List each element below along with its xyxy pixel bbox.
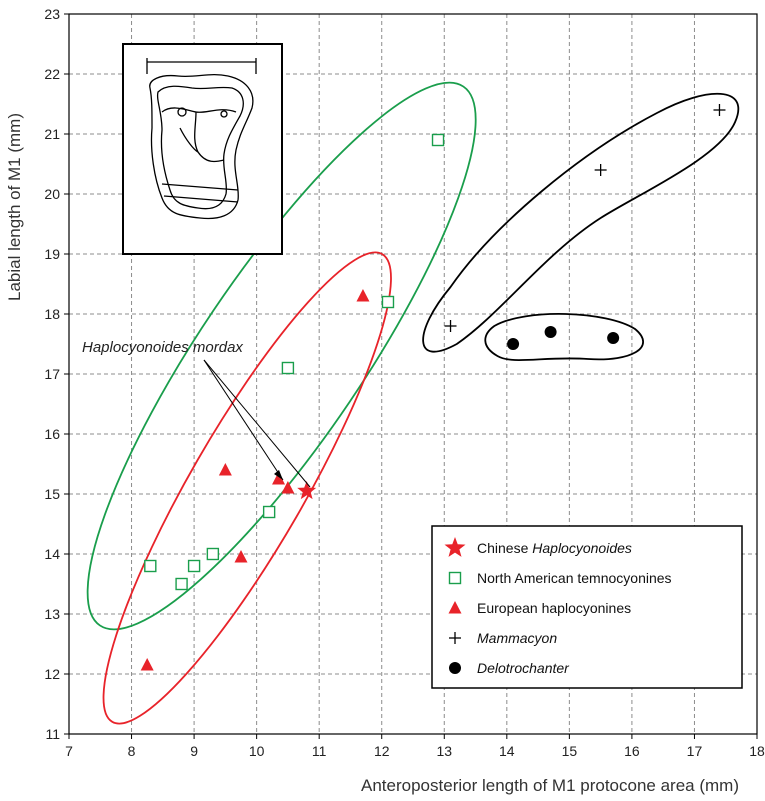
x-tick-label: 9: [190, 743, 198, 759]
x-tick-label: 17: [687, 743, 703, 759]
y-tick-label: 18: [44, 306, 60, 322]
mammacyon-enclosure: [422, 92, 740, 353]
data-point: [175, 577, 188, 591]
y-tick-label: 14: [44, 546, 60, 562]
data-point: [444, 320, 457, 332]
data-point: [281, 361, 295, 375]
chart-legend: Chinese Haplocyonoides North American tem…: [431, 525, 743, 689]
data-point: [381, 295, 395, 309]
y-tick-label: 12: [44, 666, 60, 682]
y-tick-label: 19: [44, 246, 60, 262]
legend-marker-4: [449, 662, 461, 674]
data-point: [272, 472, 286, 485]
tooth-inset-drawing: [122, 43, 283, 255]
data-point: [262, 505, 276, 519]
legend-label: Delotrochanter: [477, 660, 570, 676]
legend-label: European haplocyonines: [477, 600, 631, 616]
data-point: [356, 289, 370, 302]
legend-label: North American temnocyonines: [477, 570, 672, 586]
y-tick-label: 23: [44, 6, 60, 22]
data-point: [206, 547, 220, 561]
x-tick-label: 15: [562, 743, 578, 759]
legend-marker-3: [449, 632, 461, 644]
y-tick-label: 21: [44, 126, 60, 142]
x-tick-label: 8: [128, 743, 136, 759]
data-point: [713, 104, 726, 116]
data-point: [507, 338, 520, 350]
molar-outline-icon: [146, 58, 257, 220]
x-tick-label: 12: [374, 743, 390, 759]
delotrochanter-enclosure: [484, 313, 644, 361]
x-tick-label: 10: [249, 743, 265, 759]
data-point: [187, 559, 201, 573]
x-tick-label: 7: [65, 743, 73, 759]
x-tick-label: 14: [499, 743, 515, 759]
north-american-enclosure: [86, 81, 477, 631]
axis-tick-labels: 7 8 9 10 11 12 13 14 15 16 17 18 11 12 13 14 15 16 17 18 19 2…: [44, 6, 765, 759]
european-enclosure: [102, 251, 392, 725]
y-tick-label: 11: [45, 726, 60, 742]
annotation-arrow-1: [203, 359, 284, 481]
y-tick-label: 20: [44, 186, 60, 202]
x-axis-title: Anteroposterior length of M1 protocone a…: [361, 776, 739, 795]
inset-frame: [122, 43, 283, 255]
annotation-arrow-2: [203, 359, 311, 488]
data-point: [431, 133, 445, 147]
y-tick-label: 16: [44, 426, 60, 442]
group-enclosures: [86, 81, 740, 725]
x-tick-label: 16: [624, 743, 640, 759]
x-tick-label: 13: [436, 743, 452, 759]
data-point: [297, 481, 317, 500]
data-point: [234, 550, 248, 563]
data-point: [544, 326, 557, 338]
annotation-label: Haplocyonoides mordax: [82, 339, 243, 356]
x-tick-label: 18: [749, 743, 765, 759]
y-tick-label: 22: [44, 66, 60, 82]
y-tick-label: 13: [44, 606, 60, 622]
legend-box: [431, 525, 743, 689]
data-point: [140, 658, 154, 671]
legend-marker-0: [444, 537, 466, 557]
data-point: [218, 463, 232, 476]
data-points: [140, 104, 726, 671]
y-tick-label: 15: [44, 486, 60, 502]
data-point: [607, 332, 620, 344]
data-point: [594, 164, 607, 176]
annotation-arrowhead-1: [274, 470, 283, 480]
data-point: [144, 559, 157, 573]
legend-marker-2: [448, 601, 462, 614]
y-axis-title: Labial length of M1 (mm): [5, 113, 24, 301]
legend-marker-1: [448, 571, 462, 585]
y-tick-label: 17: [44, 366, 60, 382]
legend-label: Chinese Haplocyonoides: [477, 540, 632, 556]
legend-label: Mammacyon: [477, 630, 557, 646]
x-tick-label: 11: [312, 743, 327, 759]
data-point: [281, 481, 295, 494]
